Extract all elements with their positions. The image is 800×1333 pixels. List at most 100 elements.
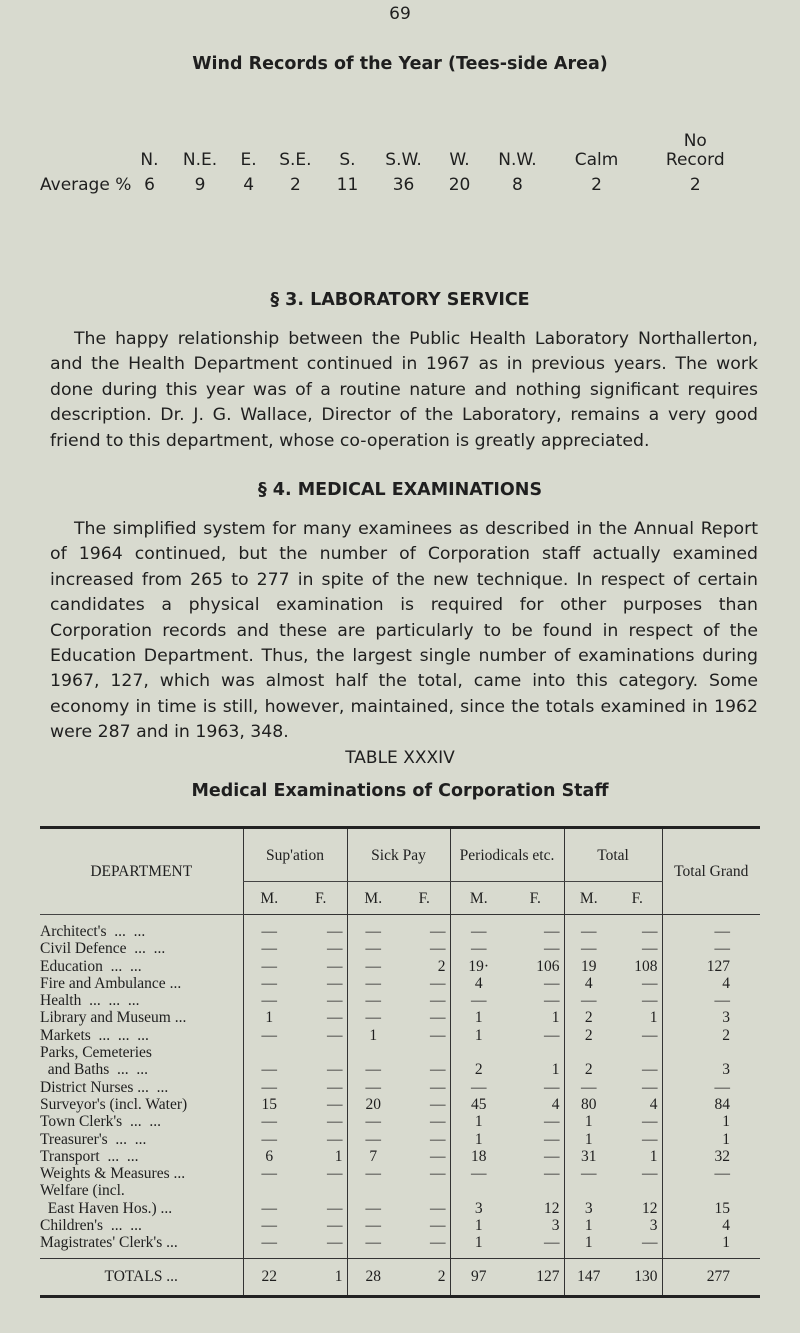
cell-value: —	[327, 1234, 343, 1252]
wind-direction-header: Calm	[574, 150, 619, 170]
department-name: Education ... ...	[40, 958, 243, 975]
cell-value: —	[544, 1130, 560, 1148]
cell-value: 1	[449, 1113, 507, 1131]
cell-value: 1	[661, 1234, 761, 1259]
cell-value: —	[430, 1026, 446, 1044]
cell-value: 7	[346, 1147, 399, 1166]
table-row: Transport ... ... 6 1 7—18—31 1 32	[40, 1147, 761, 1166]
cell-value: 1	[563, 1113, 614, 1131]
total-value: 22	[242, 1257, 295, 1295]
cell-value: —	[346, 1078, 399, 1096]
wind-row-label: Average %	[40, 175, 132, 195]
cell-value: —	[327, 1113, 343, 1131]
cell-value: 3	[661, 1009, 761, 1027]
section-3-heading: § 3. LABORATORY SERVICE	[270, 290, 530, 310]
cell-value: —	[327, 992, 343, 1010]
cell-value: 1	[346, 1026, 399, 1045]
total-value: 28	[346, 1257, 399, 1295]
cell-value: 1	[242, 1009, 295, 1027]
sub-header: M.	[242, 881, 295, 915]
cell-value: —	[346, 914, 399, 941]
department-name-line: Welfare (incl.	[40, 1182, 125, 1200]
cell-value: 1	[563, 1130, 614, 1148]
cell-value: —	[449, 1078, 507, 1096]
cell-value: 106	[536, 957, 560, 975]
cell-value: 2	[449, 1044, 507, 1079]
cell-value: —	[430, 1165, 446, 1183]
cell-value: —	[430, 1199, 446, 1217]
cell-value: —	[544, 1147, 560, 1165]
department-name: Health ... ... ...	[40, 992, 243, 1009]
cell-value: —	[327, 1199, 343, 1217]
cell-value: —	[642, 1130, 658, 1148]
cell-value: —	[544, 1113, 560, 1131]
table-row: Markets ... ... ... — —1—1—2—2	[40, 1026, 761, 1045]
cell-value: —	[449, 940, 507, 958]
cell-value: 1	[649, 1147, 658, 1165]
group-header: Total	[563, 829, 663, 882]
cell-value: —	[346, 992, 399, 1010]
cell-value: 1	[661, 1113, 761, 1131]
wind-average-value: 2	[591, 175, 602, 195]
department-name: Town Clerk's ... ...	[40, 1113, 243, 1130]
table-row: Magistrates' Clerk's ... — — — —1—1—1	[40, 1234, 761, 1259]
table-row: Architect's ... ... — — — — — — — — —	[40, 914, 761, 941]
cell-value: —	[642, 974, 658, 992]
cell-value: —	[430, 1217, 446, 1235]
cell-value: 4	[563, 974, 614, 993]
cell-value: 31	[563, 1147, 614, 1166]
cell-value: —	[544, 1026, 560, 1044]
cell-value: —	[642, 940, 658, 958]
cell-value: 19	[563, 957, 614, 975]
department-name-line: Library and Museum ...	[40, 1009, 187, 1027]
table-row: District Nurses ... ... — — — — — — — — —	[40, 1078, 761, 1096]
cell-value: —	[544, 1234, 560, 1252]
table-row: Weights & Measures ... — — — — — — — — —	[40, 1165, 761, 1183]
cell-value: 15	[661, 1182, 761, 1218]
table-row: Town Clerk's ... ... — — — —1—1—1	[40, 1113, 761, 1131]
cell-value: —	[242, 1113, 295, 1131]
cell-value: —	[242, 1044, 295, 1079]
cell-value: 4	[661, 974, 761, 993]
department-name-line: East Haven Hos.) ...	[40, 1199, 173, 1217]
total-value: 147	[563, 1257, 614, 1295]
cell-value: —	[346, 940, 399, 958]
cell-value: —	[430, 1061, 446, 1079]
cell-value: —	[563, 1078, 614, 1096]
cell-value: —	[642, 1234, 658, 1252]
wind-average-value: 4	[243, 175, 255, 195]
department-name: Surveyor's (incl. Water)	[40, 1096, 243, 1113]
department-name-line: Education ... ...	[40, 957, 142, 975]
cell-value: —	[327, 1217, 343, 1235]
cell-value: —	[661, 914, 761, 941]
cell-value: —	[563, 1165, 614, 1183]
wind-average-value: 36	[392, 175, 415, 195]
cell-value: —	[449, 1165, 507, 1183]
table-row: Surveyor's (incl. Water) 15—20—45 4 80 4 84	[40, 1095, 761, 1114]
table-row: Health ... ... ... — — — — — — — — —	[40, 992, 761, 1010]
wind-direction-header: S.E.	[279, 150, 312, 170]
wind-direction-header: N.	[140, 150, 159, 170]
sub-header: F.	[295, 881, 347, 915]
cell-value: —	[544, 974, 560, 992]
cell-value: 1	[334, 1147, 343, 1165]
department-name-line: Weights & Measures ...	[40, 1165, 186, 1183]
grand-total-header: Total Grand	[661, 829, 761, 915]
department-name-line: Children's ... ...	[40, 1217, 142, 1235]
cell-value: —	[242, 1182, 295, 1218]
cell-value: —	[327, 1078, 343, 1096]
table-row: Parks, Cemeteries and Baths ... ... — — — —2…	[40, 1044, 761, 1079]
department-name: Civil Defence ... ...	[40, 940, 243, 957]
department-name: Parks, Cemeteries and Baths ... ...	[40, 1044, 243, 1079]
cell-value: —	[642, 1078, 658, 1096]
department-name-line: Fire and Ambulance ...	[40, 974, 182, 992]
cell-value: 80	[563, 1095, 614, 1114]
cell-value: 15	[242, 1095, 295, 1114]
cell-value: —	[642, 992, 658, 1010]
cell-value: 20	[346, 1095, 399, 1114]
cell-value: 1	[551, 1009, 560, 1027]
cell-value: 1	[449, 1026, 507, 1045]
wind-header-line: Record	[665, 150, 725, 170]
cell-value: —	[430, 1130, 446, 1148]
department-name: Transport ... ...	[40, 1148, 243, 1165]
